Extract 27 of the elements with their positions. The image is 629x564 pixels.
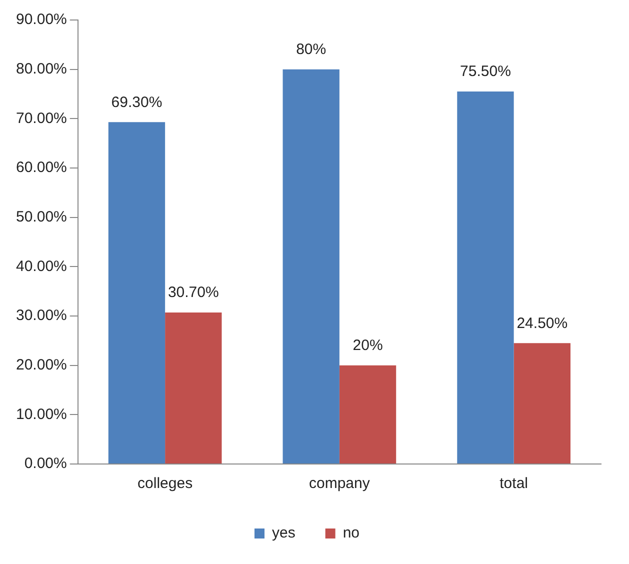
x-tick-label: company	[309, 475, 370, 492]
bar	[108, 122, 166, 464]
bar	[165, 312, 222, 464]
data-label: 69.30%	[111, 94, 162, 111]
legend-label: no	[342, 524, 360, 542]
data-label: 80%	[296, 40, 326, 58]
x-tick-label: colleges	[138, 475, 193, 492]
y-tick-label: 20.00%	[16, 356, 67, 374]
data-label: 75.50%	[460, 63, 511, 80]
y-tick-label: 0.00%	[24, 455, 67, 472]
y-tick-label: 70.00%	[16, 110, 67, 127]
bar	[339, 365, 396, 464]
y-tick-label: 90.00%	[16, 11, 67, 28]
y-tick-label: 10.00%	[16, 406, 67, 423]
legend-label: yes	[272, 524, 296, 542]
bar	[282, 69, 340, 464]
data-label: 24.50%	[516, 314, 568, 332]
y-tick-label: 30.00%	[16, 307, 67, 324]
y-tick-label: 80.00%	[16, 60, 67, 78]
y-tick-label: 50.00%	[16, 208, 67, 226]
x-tick-label: total	[500, 475, 528, 492]
data-label: 20%	[352, 336, 383, 354]
y-tick-label: 60.00%	[16, 159, 67, 176]
y-tick-label: 40.00%	[16, 258, 67, 275]
bar	[514, 343, 570, 464]
bar	[457, 92, 514, 464]
data-label: 30.70%	[168, 284, 219, 302]
